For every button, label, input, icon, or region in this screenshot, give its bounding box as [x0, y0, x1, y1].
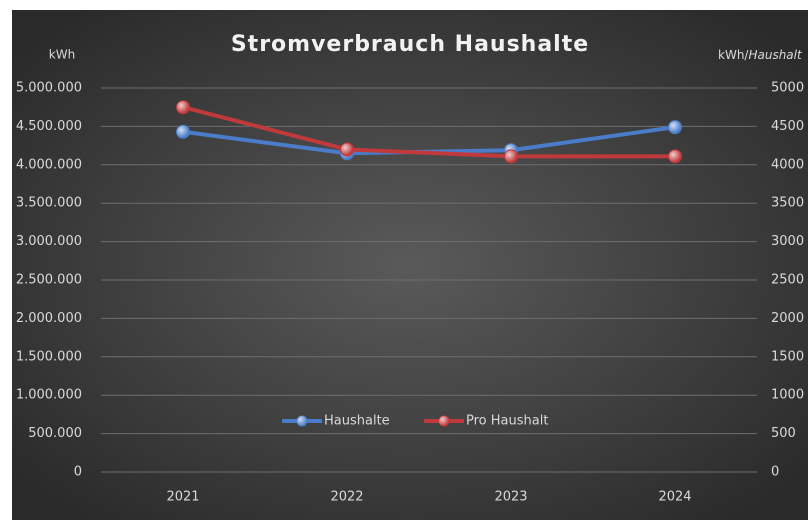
x-tick-label: 2024	[658, 490, 691, 505]
y-tick-label: 0	[74, 465, 82, 480]
y2-tick-label: 2000	[771, 311, 804, 326]
y-tick-label: 2.500.000	[16, 273, 82, 288]
series-line	[182, 105, 675, 159]
y-tick-label: 3.500.000	[16, 196, 82, 211]
y2-tick-label: 3500	[771, 196, 804, 211]
y-tick-label: 2.000.000	[16, 311, 82, 326]
y2-tick-label: 1500	[771, 349, 804, 364]
y-axis-label: kWh	[49, 48, 75, 62]
y2-tick-label: 3000	[771, 234, 804, 249]
y-tick-label: 5.000.000	[16, 81, 82, 96]
series-marker-shine	[505, 150, 517, 163]
x-tick-label: 2023	[494, 490, 527, 505]
y2-tick-label: 5000	[771, 81, 804, 96]
legend-label: Haushalte	[324, 414, 390, 429]
y2-axis-label-italic: Haushalt	[748, 48, 803, 62]
series-marker-shine	[177, 101, 189, 114]
series-marker-shine	[669, 150, 681, 163]
x-tick-label: 2022	[330, 490, 363, 505]
y2-tick-label: 500	[771, 426, 796, 441]
y2-tick-label: 0	[771, 465, 779, 480]
y2-tick-label: 4000	[771, 157, 804, 172]
y-tick-label: 3.000.000	[16, 234, 82, 249]
legend-label: Pro Haushalt	[466, 414, 548, 429]
y2-axis-label-text: kWh/	[718, 48, 749, 62]
chart-background	[12, 10, 808, 520]
series-marker-shine	[341, 143, 353, 156]
y-tick-label: 1.500.000	[16, 349, 82, 364]
chart-title: Stromverbrauch Haushalte	[231, 32, 589, 57]
y2-axis-label: kWh/Haushalt	[718, 48, 803, 62]
y2-tick-label: 1000	[771, 388, 804, 403]
y-tick-label: 500.000	[28, 426, 82, 441]
y-tick-label: 4.500.000	[16, 119, 82, 134]
series-marker-shine	[177, 125, 189, 138]
y-tick-label: 1.000.000	[16, 388, 82, 403]
legend-marker-shine	[439, 416, 449, 426]
y2-tick-label: 4500	[771, 119, 804, 134]
legend-marker-shine	[297, 416, 307, 426]
y2-tick-label: 2500	[771, 273, 804, 288]
y-tick-label: 4.000.000	[16, 157, 82, 172]
series-marker-shine	[669, 121, 681, 134]
x-tick-label: 2021	[166, 490, 199, 505]
